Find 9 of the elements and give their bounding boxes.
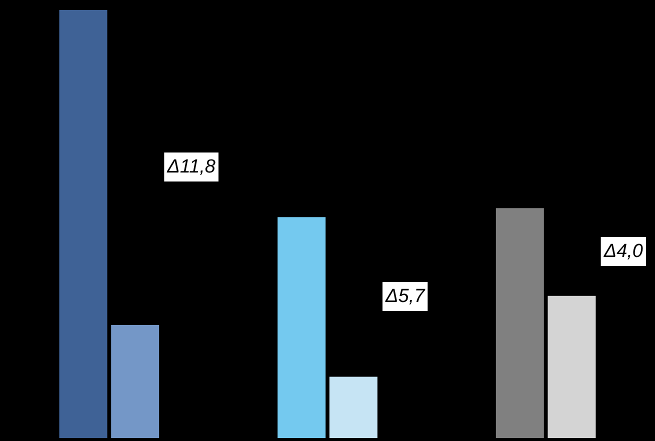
annotation: Δ4,0	[602, 241, 644, 262]
bar	[329, 376, 378, 438]
bar	[111, 325, 160, 438]
annotation: Δ5,7	[384, 286, 426, 307]
annotation: Δ11,8	[166, 156, 216, 178]
bar	[59, 10, 108, 438]
bar	[496, 208, 544, 438]
bar	[278, 217, 326, 438]
bar	[548, 296, 596, 438]
